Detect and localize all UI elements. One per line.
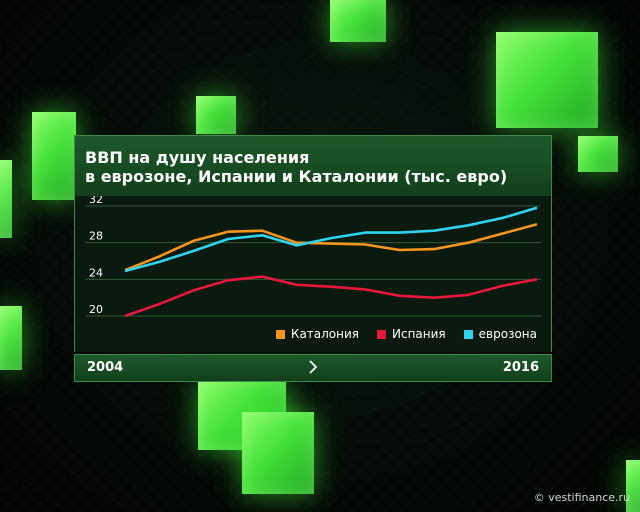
chart-panel: ВВП на душу населения в еврозоне, Испани… [74, 135, 552, 382]
timeline-end-year: 2016 [502, 360, 539, 375]
decor-cube [242, 412, 314, 494]
decor-cube [196, 96, 236, 134]
legend-label: еврозона [478, 327, 537, 341]
legend-item: еврозона [463, 327, 537, 341]
chart-title-line1: ВВП на душу населения [85, 148, 310, 167]
decor-cube [626, 460, 640, 512]
chart-title: ВВП на душу населения в еврозоне, Испани… [85, 148, 545, 186]
legend-label: Каталония [290, 327, 360, 341]
timeline-bar: 2004 2016 [74, 354, 552, 382]
decor-cube [578, 136, 618, 172]
legend-item: Испания [377, 327, 446, 341]
legend-label: Испания [392, 327, 446, 341]
decor-cube [32, 112, 76, 200]
plot-area: 20 24 28 32 Каталония Испания еврозона [74, 196, 552, 352]
decor-cube [496, 32, 598, 128]
y-tick-label: 20 [89, 303, 103, 316]
legend-swatch [463, 329, 473, 339]
series-line [124, 275, 538, 318]
y-tick-label: 28 [89, 230, 103, 243]
series-line [124, 223, 538, 272]
legend: Каталония Испания еврозона [275, 327, 537, 341]
legend-swatch [275, 329, 285, 339]
watermark: © vestifinance.ru [533, 491, 630, 504]
legend-item: Каталония [275, 327, 360, 341]
y-tick-label: 32 [89, 196, 103, 206]
title-bar: ВВП на душу населения в еврозоне, Испани… [74, 135, 552, 197]
chevron-right-icon[interactable] [307, 359, 319, 379]
decor-cube [0, 160, 12, 238]
decor-cube [0, 306, 22, 370]
series-line [124, 206, 538, 273]
y-tick-label: 24 [89, 266, 103, 279]
chart-title-line2: в еврозоне, Испании и Каталонии (тыс. ев… [85, 167, 508, 186]
decor-cube [330, 0, 386, 42]
legend-swatch [377, 329, 387, 339]
line-chart: 20 24 28 32 [85, 196, 541, 318]
timeline-start-year: 2004 [87, 360, 124, 375]
